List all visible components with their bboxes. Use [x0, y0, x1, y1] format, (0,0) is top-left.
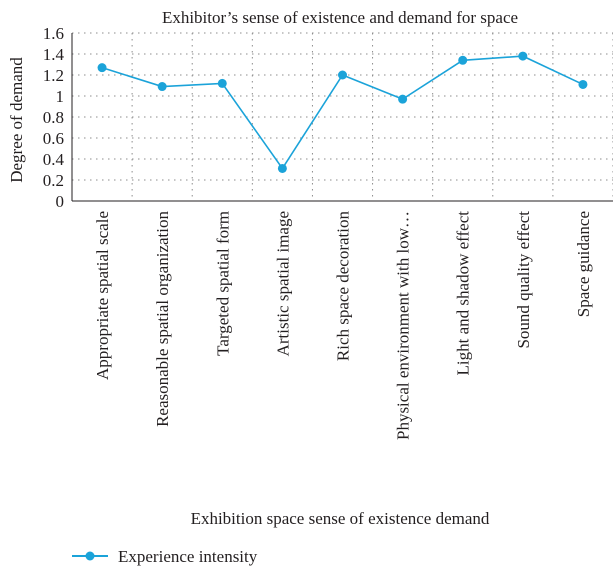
x-tick-label: Rich space decoration	[334, 211, 353, 362]
data-point	[578, 79, 588, 89]
data-point	[97, 63, 107, 73]
x-tick-label: Artistic spatial image	[273, 211, 292, 356]
y-tick-label: 1.4	[43, 45, 65, 64]
y-tick-label: 1.6	[43, 24, 64, 43]
x-tick-label: Physical environment with low…	[394, 211, 413, 440]
legend: Experience intensity	[72, 547, 258, 566]
x-tick-label: Reasonable spatial organization	[153, 211, 172, 427]
y-tick-label: 0.2	[43, 171, 64, 190]
data-point	[157, 82, 167, 92]
data-point	[398, 94, 408, 104]
y-tick-label: 1	[56, 87, 65, 106]
series-experience-intensity	[97, 51, 588, 173]
data-point	[217, 78, 227, 88]
data-point	[518, 51, 528, 61]
data-point	[338, 70, 347, 80]
y-tick-label: 0.6	[43, 129, 64, 148]
x-tick-label: Space guidance	[574, 211, 593, 317]
y-tick-label: 0	[56, 192, 65, 211]
y-axis-label: Degree of demand	[7, 57, 26, 183]
x-tick-label: Light and shadow effect	[454, 211, 473, 376]
data-point	[458, 55, 468, 65]
data-point	[277, 163, 287, 173]
gridlines	[72, 32, 613, 201]
y-tick-label: 0.8	[43, 108, 64, 127]
y-tick-label: 0.4	[43, 150, 65, 169]
x-axis-label: Exhibition space sense of existence dema…	[191, 509, 490, 528]
x-tick-label: Targeted spatial form	[213, 211, 232, 356]
axes	[71, 33, 613, 202]
x-tick-label: Sound quality effect	[514, 211, 533, 349]
x-tick-labels: Appropriate spatial scale Reasonable spat…	[93, 211, 593, 441]
y-tick-label: 1.2	[43, 66, 64, 85]
legend-marker	[85, 551, 95, 561]
chart-title: Exhibitor’s sense of existence and deman…	[162, 8, 518, 27]
legend-label: Experience intensity	[118, 547, 258, 566]
y-tick-labels: 0 0.2 0.4 0.6 0.8 1 1.2 1.4 1.6	[43, 24, 65, 211]
x-tick-label: Appropriate spatial scale	[93, 211, 112, 380]
